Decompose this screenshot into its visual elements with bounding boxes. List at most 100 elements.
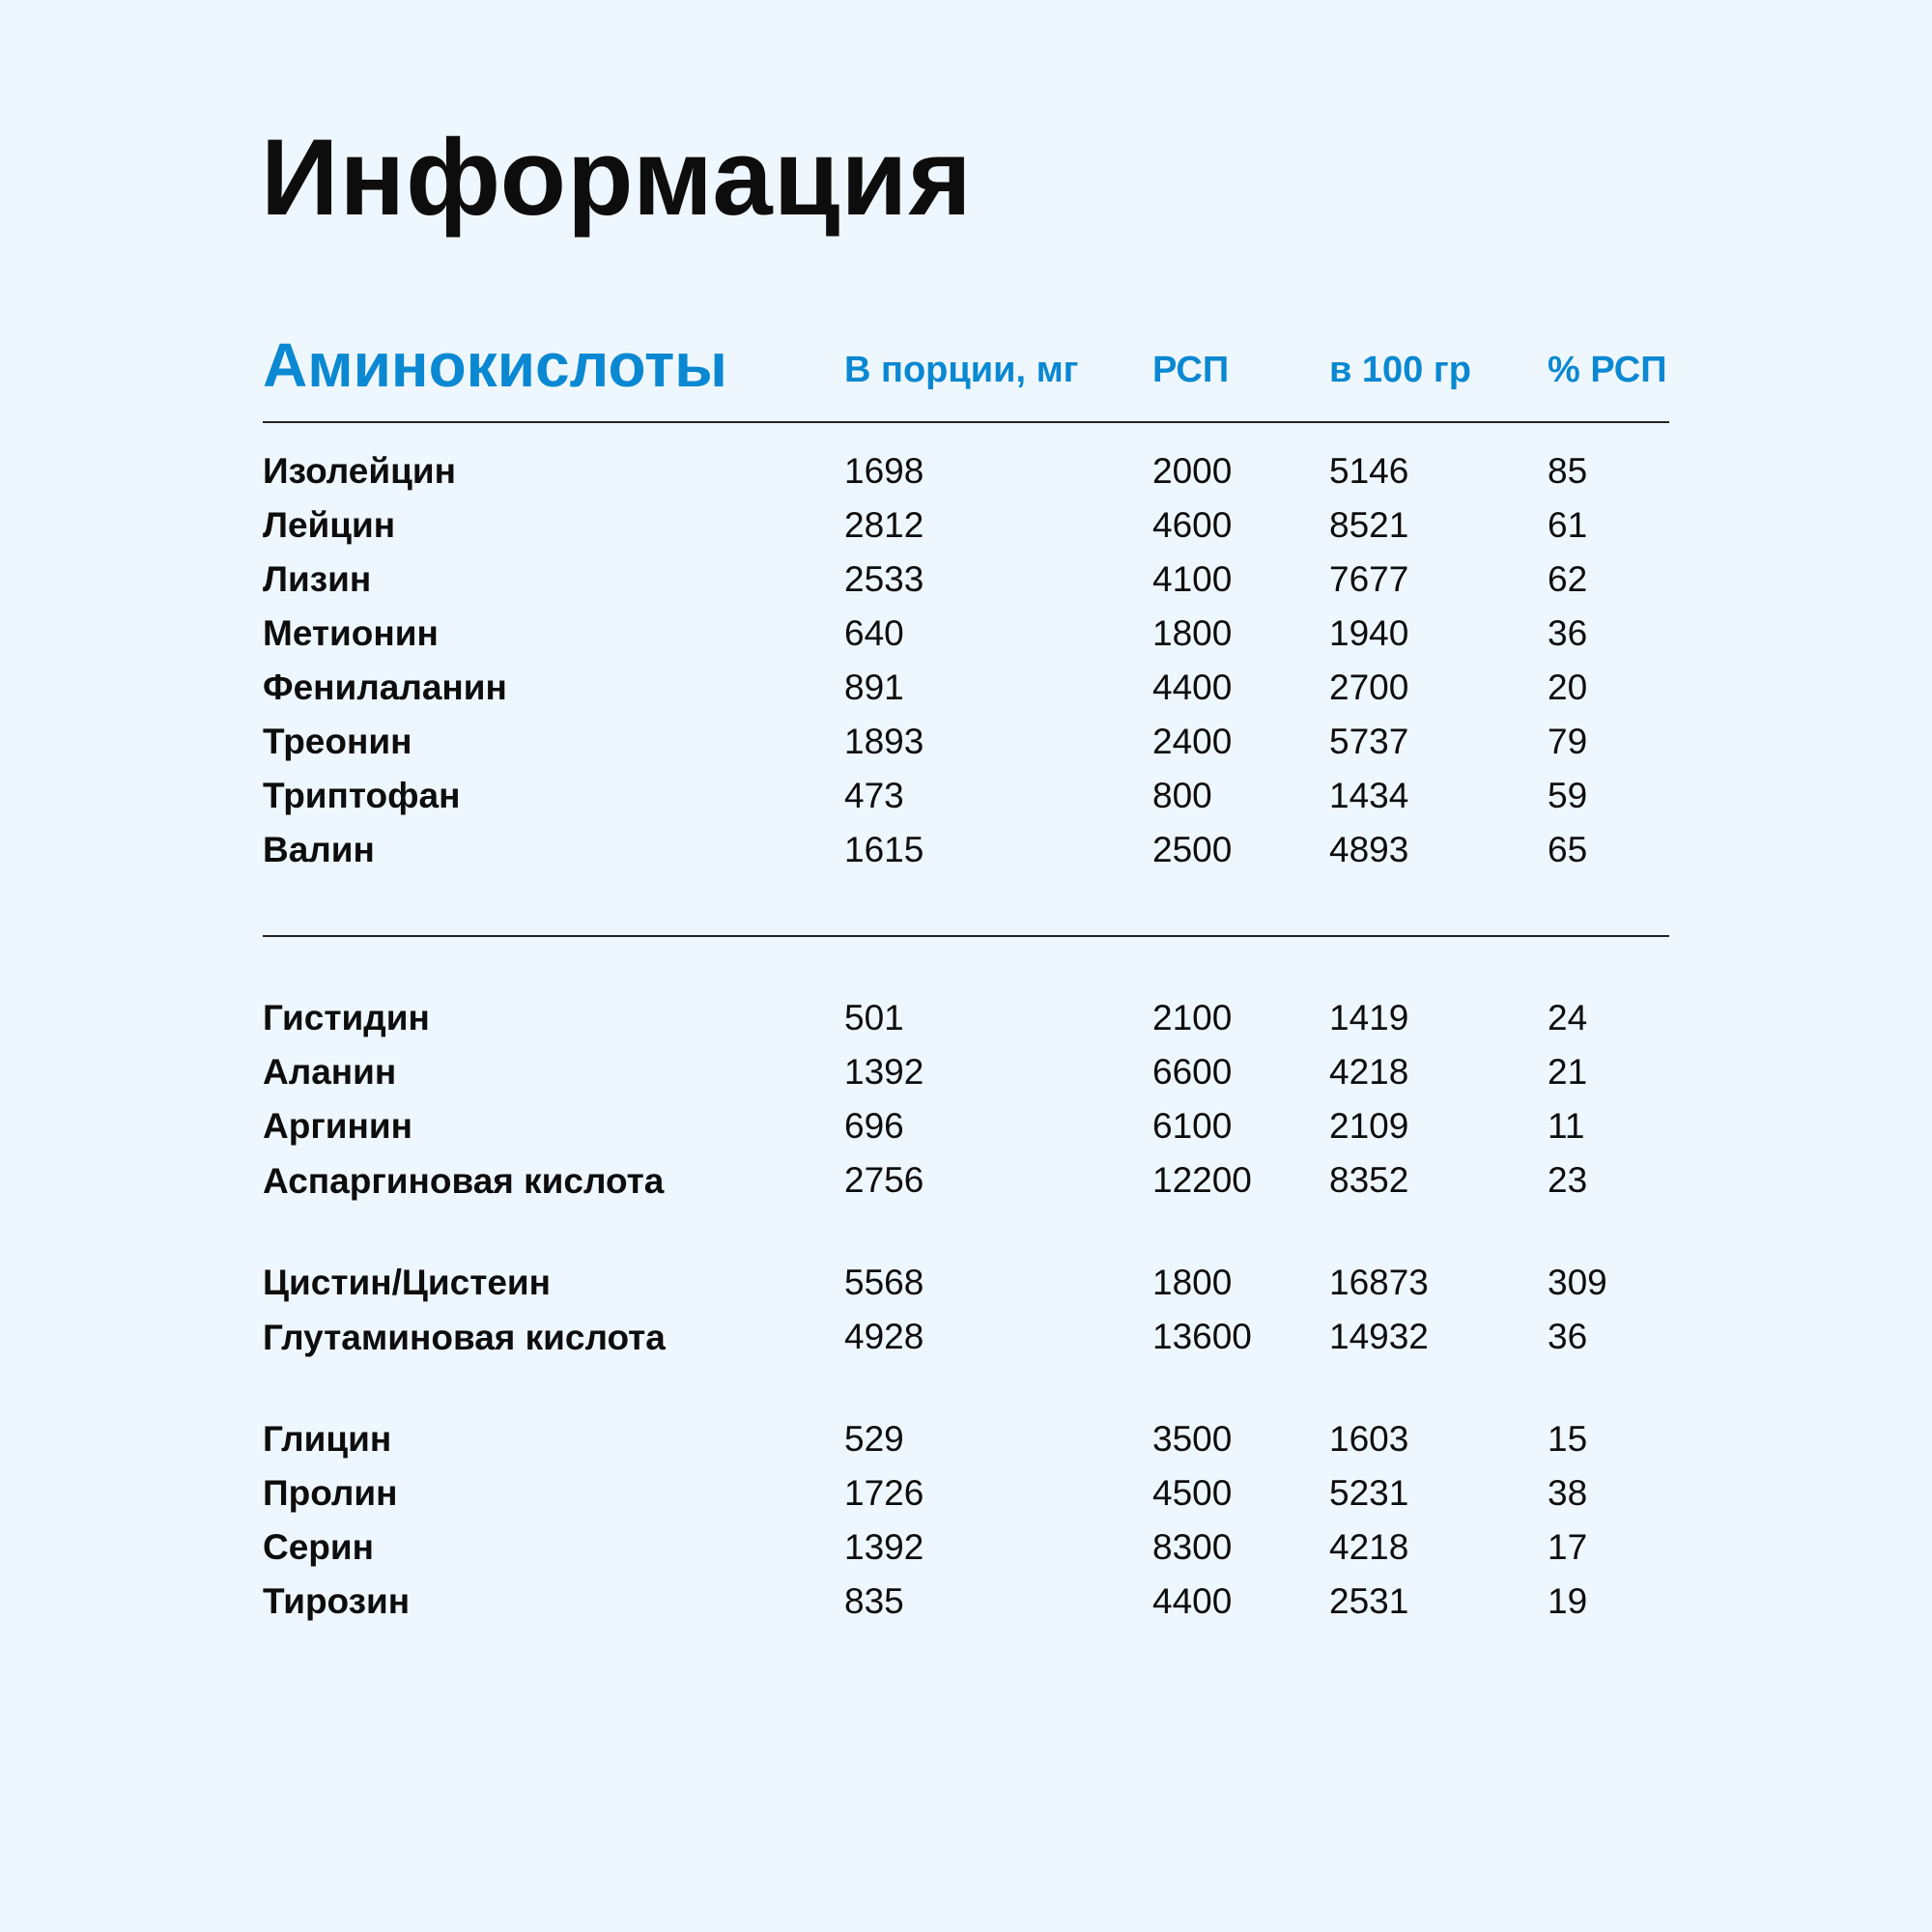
rsp-value: 4100	[1152, 559, 1233, 599]
amino-acid-name: Аспаргиновая кислота	[263, 1161, 665, 1201]
portion-value: 1392	[844, 1052, 924, 1092]
table-row: Пролин 1726 4500 5231 38	[0, 1466, 1932, 1520]
portion-value: 891	[844, 668, 904, 707]
percent-rsp-value: 15	[1548, 1419, 1588, 1459]
percent-rsp-value: 19	[1548, 1581, 1588, 1621]
amino-acid-name: Лейцин	[263, 505, 396, 545]
rsp-value: 12200	[1152, 1160, 1252, 1200]
per-100g-value: 7677	[1329, 559, 1409, 599]
table-row: Тирозин 835 4400 2531 19	[0, 1575, 1932, 1629]
column-header-percent-rsp: % РСП	[1548, 350, 1667, 390]
per-100g-value: 1603	[1329, 1419, 1409, 1459]
per-100g-value: 4893	[1329, 830, 1409, 869]
table-row: Треонин 1893 2400 5737 79	[0, 715, 1932, 769]
table-row: Гистидин 501 2100 1419 24	[0, 991, 1932, 1045]
portion-value: 473	[844, 776, 904, 815]
per-100g-value: 1434	[1329, 776, 1409, 815]
amino-acid-name: Лизин	[263, 559, 372, 599]
amino-acid-name: Глицин	[263, 1419, 392, 1459]
portion-value: 1726	[844, 1473, 924, 1513]
portion-value: 1615	[844, 830, 924, 869]
amino-acid-name: Треонин	[263, 722, 412, 761]
percent-rsp-value: 17	[1548, 1527, 1588, 1567]
rsp-value: 8300	[1152, 1527, 1233, 1567]
percent-rsp-value: 23	[1548, 1160, 1588, 1200]
essential-amino-acids-group: Изолейцин 1698 2000 5146 85 Лейцин 2812 4600 852…	[0, 444, 1932, 877]
rsp-value: 2400	[1152, 722, 1233, 761]
amino-acid-name: Аргинин	[263, 1106, 412, 1146]
portion-value: 5568	[844, 1263, 924, 1302]
table-row: Аргинин 696 6100 2109 11	[0, 1099, 1932, 1153]
rsp-value: 3500	[1152, 1419, 1233, 1459]
per-100g-value: 1940	[1329, 613, 1409, 653]
table-row: Триптофан 473 800 1434 59	[0, 769, 1932, 823]
table-row: Метионин 640 1800 1940 36	[0, 607, 1932, 661]
portion-value: 2756	[844, 1160, 924, 1200]
amino-acid-name: Глутаминовая кислота	[263, 1318, 666, 1357]
percent-rsp-value: 20	[1548, 668, 1588, 707]
amino-acid-name: Фенилаланин	[263, 668, 507, 707]
percent-rsp-value: 309	[1548, 1263, 1607, 1302]
percent-rsp-value: 79	[1548, 722, 1588, 761]
rsp-value: 1800	[1152, 613, 1233, 653]
table-row: Фенилаланин 891 4400 2700 20	[0, 661, 1932, 715]
table-header: Аминокислоты В порции, мг РСП в 100 гр %…	[0, 327, 1932, 404]
per-100g-value: 4218	[1329, 1052, 1409, 1092]
amino-acid-name: Изолейцин	[263, 451, 456, 491]
table-row: Лизин 2533 4100 7677 62	[0, 553, 1932, 607]
portion-value: 835	[844, 1581, 904, 1621]
amino-acid-name: Гистидин	[263, 998, 430, 1037]
per-100g-value: 2700	[1329, 668, 1409, 707]
portion-value: 1698	[844, 451, 924, 491]
per-100g-value: 2531	[1329, 1581, 1409, 1621]
table-row: Валин 1615 2500 4893 65	[0, 823, 1932, 877]
rsp-value: 4500	[1152, 1473, 1233, 1513]
percent-rsp-value: 62	[1548, 559, 1588, 599]
page-title: Информация	[261, 117, 973, 238]
percent-rsp-value: 36	[1548, 1317, 1588, 1356]
percent-rsp-value: 85	[1548, 451, 1588, 491]
rsp-value: 1800	[1152, 1263, 1233, 1302]
rsp-value: 2000	[1152, 451, 1233, 491]
table-row: Цистин/Цистеин 5568 1800 16873 309	[0, 1256, 1932, 1310]
table-row: Лейцин 2812 4600 8521 61	[0, 498, 1932, 553]
percent-rsp-value: 61	[1548, 505, 1588, 545]
table-row: Глицин 529 3500 1603 15	[0, 1412, 1932, 1466]
rsp-value: 4600	[1152, 505, 1233, 545]
amino-acid-name: Триптофан	[263, 776, 461, 815]
per-100g-value: 8352	[1329, 1160, 1409, 1200]
per-100g-value: 16873	[1329, 1263, 1429, 1302]
per-100g-value: 5231	[1329, 1473, 1409, 1513]
portion-value: 640	[844, 613, 904, 653]
percent-rsp-value: 24	[1548, 998, 1588, 1037]
rsp-value: 13600	[1152, 1317, 1252, 1356]
other-amino-acids-group: Гистидин 501 2100 1419 24 Аланин 1392 6600 4218 2…	[0, 991, 1932, 1629]
percent-rsp-value: 36	[1548, 613, 1588, 653]
percent-rsp-value: 65	[1548, 830, 1588, 869]
table-row: Аспаргиновая кислота 2756 12200 8352 23	[0, 1153, 1932, 1256]
amino-acid-name: Цистин/Цистеин	[263, 1263, 551, 1302]
column-header-portion: В порции, мг	[844, 350, 1079, 390]
portion-value: 696	[844, 1106, 904, 1146]
rsp-value: 4400	[1152, 668, 1233, 707]
rsp-value: 6600	[1152, 1052, 1233, 1092]
amino-acid-name: Серин	[263, 1527, 374, 1567]
portion-value: 1893	[844, 722, 924, 761]
portion-value: 2812	[844, 505, 924, 545]
divider	[263, 935, 1669, 937]
amino-acid-name: Метионин	[263, 613, 439, 653]
rsp-value: 4400	[1152, 1581, 1233, 1621]
column-header-per-100g: в 100 гр	[1329, 350, 1471, 390]
column-header-rsp: РСП	[1152, 350, 1230, 390]
portion-value: 501	[844, 998, 904, 1037]
per-100g-value: 4218	[1329, 1527, 1409, 1567]
amino-acid-name: Валин	[263, 830, 375, 869]
table-row: Серин 1392 8300 4218 17	[0, 1520, 1932, 1575]
amino-acid-name: Аланин	[263, 1052, 397, 1092]
amino-acid-name: Пролин	[263, 1473, 398, 1513]
portion-value: 4928	[844, 1317, 924, 1356]
table-row: Глутаминовая кислота 4928 13600 14932 36	[0, 1310, 1932, 1412]
percent-rsp-value: 21	[1548, 1052, 1588, 1092]
per-100g-value: 1419	[1329, 998, 1409, 1037]
portion-value: 529	[844, 1419, 904, 1459]
